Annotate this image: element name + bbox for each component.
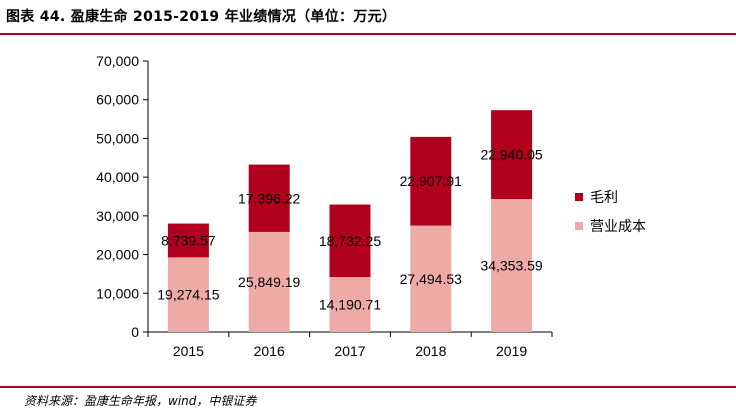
legend-swatch xyxy=(575,222,583,230)
data-label: 34,353.59 xyxy=(480,258,542,274)
data-label: 17,396.22 xyxy=(238,190,300,206)
bar-margin-2015 xyxy=(167,223,209,258)
title-divider xyxy=(0,33,736,35)
legend-swatch xyxy=(575,193,583,201)
y-tick-label: 10,000 xyxy=(96,285,139,301)
bar-cost-2017 xyxy=(329,277,371,332)
x-tick-label: 2017 xyxy=(334,343,365,359)
footer-divider xyxy=(0,386,736,388)
y-tick-label: 30,000 xyxy=(96,208,139,224)
legend-label: 营业成本 xyxy=(590,219,646,235)
data-label: 22,940.05 xyxy=(480,147,542,163)
bar-cost-2016 xyxy=(248,231,290,332)
data-label: 27,494.53 xyxy=(400,271,462,287)
y-tick-label: 70,000 xyxy=(96,53,139,69)
bar-cost-2018 xyxy=(410,225,452,332)
figure-title: 图表 44. 盈康生命 2015-2019 年业绩情况（单位：万元） xyxy=(6,9,397,25)
data-label: 19,274.15 xyxy=(157,287,219,303)
bar-margin-2016 xyxy=(248,164,290,232)
y-tick-label: 20,000 xyxy=(96,247,139,263)
data-label: 14,190.71 xyxy=(319,297,381,313)
y-tick-label: 0 xyxy=(131,324,139,340)
data-label: 8,739.57 xyxy=(161,232,216,248)
data-label: 18,732.25 xyxy=(319,233,381,249)
bar-margin-2018 xyxy=(410,136,452,226)
y-tick-label: 50,000 xyxy=(96,130,139,146)
y-tick-label: 60,000 xyxy=(96,92,139,108)
bar-margin-2017 xyxy=(329,204,371,278)
x-tick-label: 2015 xyxy=(173,343,204,359)
x-tick-label: 2019 xyxy=(496,343,527,359)
x-tick-label: 2018 xyxy=(415,343,446,359)
y-tick-label: 40,000 xyxy=(96,169,139,185)
bar-cost-2015 xyxy=(167,257,209,332)
legend-label: 毛利 xyxy=(590,190,618,206)
stacked-bar-chart: 0 10,000 20,000 30,000 40,000 50,000 60,000 70,… xyxy=(96,53,646,359)
x-tick-label: 2016 xyxy=(254,343,285,359)
bar-cost-2019 xyxy=(491,199,533,332)
bar-margin-2019 xyxy=(491,110,533,200)
data-label: 22,907.91 xyxy=(400,173,462,189)
source-note: 资料来源：盈康生命年报，wind，中银证券 xyxy=(24,394,257,408)
data-label: 25,849.19 xyxy=(238,274,300,290)
